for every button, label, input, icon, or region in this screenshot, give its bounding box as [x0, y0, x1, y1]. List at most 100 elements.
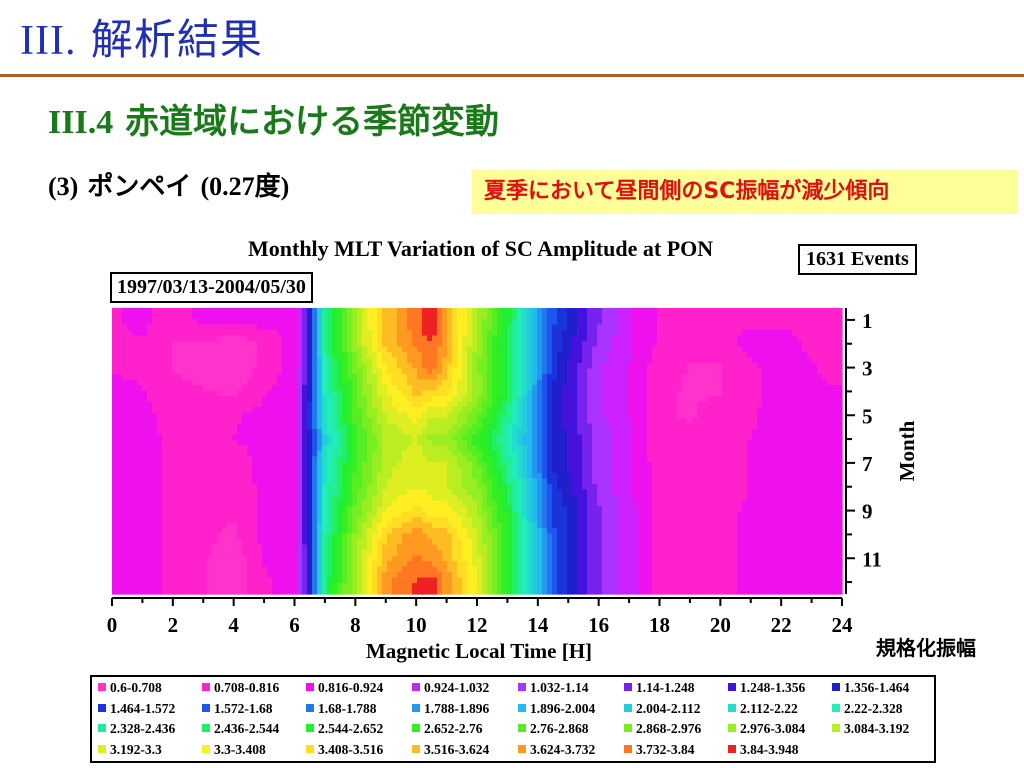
heatmap-cell — [352, 401, 358, 408]
heatmap-cell — [402, 467, 408, 474]
heatmap-cell — [302, 330, 308, 337]
heatmap-cell — [497, 335, 503, 342]
heatmap-cell — [572, 335, 578, 342]
heatmap-cell — [652, 363, 658, 370]
heatmap-cell — [767, 407, 773, 414]
heatmap-cell — [437, 407, 443, 414]
heatmap-cell — [482, 401, 488, 408]
heatmap-cell — [142, 467, 148, 474]
heatmap-cell — [717, 335, 723, 342]
heatmap-cell — [702, 467, 708, 474]
heatmap-cell — [227, 374, 233, 381]
heatmap-cell — [197, 440, 203, 447]
heatmap-cell — [582, 467, 588, 474]
heatmap-cell — [277, 462, 283, 469]
heatmap-cell — [192, 445, 198, 452]
heatmap-cell — [822, 445, 828, 452]
heatmap-cell — [267, 313, 273, 320]
heatmap-cell — [827, 374, 833, 381]
heatmap-cell — [577, 407, 583, 414]
heatmap-cell — [392, 352, 398, 359]
heatmap-cell — [262, 363, 268, 370]
heatmap-cell — [642, 423, 648, 430]
heatmap-cell — [292, 440, 298, 447]
heatmap-cell — [212, 374, 218, 381]
heatmap-cell — [517, 313, 523, 320]
heatmap-cell — [697, 363, 703, 370]
heatmap-cell — [147, 456, 153, 463]
heatmap-cell — [802, 374, 808, 381]
heatmap-cell — [677, 368, 683, 375]
heatmap-cell — [702, 440, 708, 447]
heatmap-cell — [257, 352, 263, 359]
heatmap-cell — [552, 330, 558, 337]
heatmap-cell — [462, 423, 468, 430]
heatmap-cell — [252, 456, 258, 463]
heatmap-cell — [697, 462, 703, 469]
heatmap-cell — [372, 489, 378, 496]
heatmap-cell — [677, 363, 683, 370]
heatmap-cell — [477, 451, 483, 458]
heatmap-cell — [467, 324, 473, 331]
heatmap-cell — [507, 379, 513, 386]
heatmap-cell — [427, 412, 433, 419]
heatmap-cell — [447, 407, 453, 414]
heatmap-cell — [112, 473, 118, 480]
heatmap-cell — [717, 346, 723, 353]
heatmap-cell — [797, 489, 803, 496]
heatmap-cell — [627, 363, 633, 370]
heatmap-cell — [477, 352, 483, 359]
heatmap-cell — [312, 390, 318, 397]
heatmap-cell — [197, 324, 203, 331]
heatmap-cell — [177, 440, 183, 447]
heatmap-cell — [822, 462, 828, 469]
heatmap-cell — [202, 335, 208, 342]
heatmap-cell — [817, 357, 823, 364]
heatmap-cell — [422, 357, 428, 364]
heatmap-cell — [802, 423, 808, 430]
heatmap-cell — [122, 467, 128, 474]
heatmap-cell — [752, 390, 758, 397]
heatmap-cell — [452, 357, 458, 364]
heatmap-cell — [367, 462, 373, 469]
subsection-latitude: (0.27度) — [200, 172, 290, 201]
heatmap-cell — [607, 473, 613, 480]
heatmap-cell — [272, 467, 278, 474]
heatmap-cell — [367, 341, 373, 348]
heatmap-cell — [717, 478, 723, 485]
heatmap-cell — [712, 341, 718, 348]
heatmap-cell — [397, 390, 403, 397]
heatmap-cell — [207, 451, 213, 458]
heatmap-cell — [447, 434, 453, 441]
heatmap-cell — [497, 352, 503, 359]
heatmap-cell — [817, 324, 823, 331]
heatmap-cell — [137, 308, 143, 315]
heatmap-cell — [362, 390, 368, 397]
heatmap-cell — [542, 401, 548, 408]
heatmap-cell — [647, 462, 653, 469]
heatmap-cell — [207, 473, 213, 480]
heatmap-cell — [732, 484, 738, 491]
heatmap-cell — [787, 396, 793, 403]
heatmap-cell — [497, 451, 503, 458]
heatmap-cell — [827, 330, 833, 337]
heatmap-cell — [267, 473, 273, 480]
heatmap-cell — [182, 330, 188, 337]
heatmap-cell — [607, 401, 613, 408]
heatmap-cell — [727, 335, 733, 342]
heatmap-cell — [632, 352, 638, 359]
heatmap-cell — [747, 363, 753, 370]
heatmap-cell — [757, 489, 763, 496]
heatmap-cell — [562, 423, 568, 430]
heatmap-cell — [517, 357, 523, 364]
heatmap-cell — [747, 390, 753, 397]
heatmap-cell — [737, 418, 743, 425]
heatmap-cell — [222, 462, 228, 469]
heatmap-cell — [297, 473, 303, 480]
heatmap-cell — [622, 451, 628, 458]
heatmap-cell — [367, 324, 373, 331]
heatmap-cell — [582, 308, 588, 315]
heatmap-cell — [347, 423, 353, 430]
heatmap-cell — [652, 423, 658, 430]
heatmap-cell — [422, 478, 428, 485]
